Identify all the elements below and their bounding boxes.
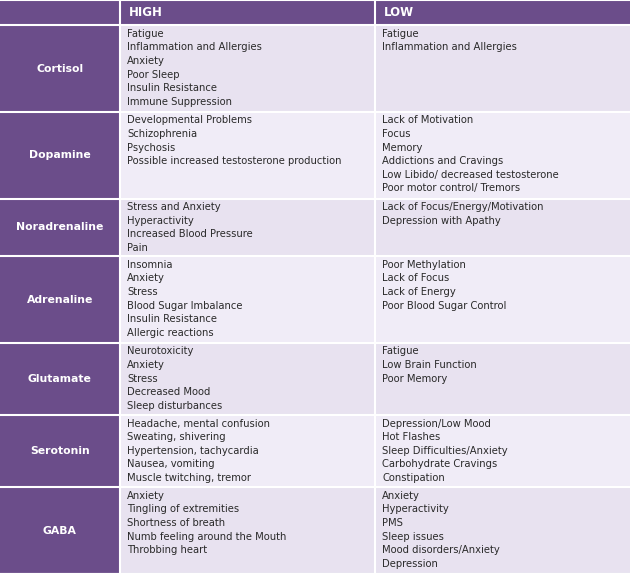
Bar <box>120 0 375 25</box>
Bar <box>375 0 630 25</box>
Bar <box>0 0 120 25</box>
Text: Neurotoxicity
Anxiety
Stress
Decreased Mood
Sleep disturbances: Neurotoxicity Anxiety Stress Decreased M… <box>127 346 222 411</box>
Text: Stress and Anxiety
Hyperactivity
Increased Blood Pressure
Pain: Stress and Anxiety Hyperactivity Increas… <box>127 202 253 253</box>
Bar <box>375 415 630 487</box>
Bar <box>375 25 630 112</box>
Text: Fatigue
Inflammation and Allergies
Anxiety
Poor Sleep
Insulin Resistance
Immune : Fatigue Inflammation and Allergies Anxie… <box>127 29 262 107</box>
Bar <box>120 25 375 112</box>
Text: Cortisol: Cortisol <box>37 64 83 73</box>
Text: Depression/Low Mood
Hot Flashes
Sleep Difficulties/Anxiety
Carbohydrate Cravings: Depression/Low Mood Hot Flashes Sleep Di… <box>382 418 508 483</box>
Bar <box>0 112 120 199</box>
Bar <box>120 487 375 574</box>
Text: Lack of Focus/Energy/Motivation
Depression with Apathy: Lack of Focus/Energy/Motivation Depressi… <box>382 202 544 226</box>
Bar <box>0 415 120 487</box>
Text: Developmental Problems
Schizophrenia
Psychosis
Possible increased testosterone p: Developmental Problems Schizophrenia Psy… <box>127 115 341 166</box>
Bar <box>0 343 120 415</box>
Text: Anxiety
Tingling of extremities
Shortness of breath
Numb feeling around the Mout: Anxiety Tingling of extremities Shortnes… <box>127 491 287 555</box>
Bar <box>0 257 120 343</box>
Text: Fatigue
Low Brain Function
Poor Memory: Fatigue Low Brain Function Poor Memory <box>382 346 477 383</box>
Bar <box>120 415 375 487</box>
Bar <box>0 199 120 257</box>
Bar <box>375 343 630 415</box>
Text: Anxiety
Hyperactivity
PMS
Sleep issues
Mood disorders/Anxiety
Depression: Anxiety Hyperactivity PMS Sleep issues M… <box>382 491 500 569</box>
Text: Poor Methylation
Lack of Focus
Lack of Energy
Poor Blood Sugar Control: Poor Methylation Lack of Focus Lack of E… <box>382 260 507 311</box>
Text: LOW: LOW <box>384 6 415 19</box>
Bar <box>120 199 375 257</box>
Bar <box>375 199 630 257</box>
Text: Dopamine: Dopamine <box>29 150 91 160</box>
Text: Adrenaline: Adrenaline <box>26 294 93 305</box>
Text: Insomnia
Anxiety
Stress
Blood Sugar Imbalance
Insulin Resistance
Allergic reacti: Insomnia Anxiety Stress Blood Sugar Imba… <box>127 260 243 338</box>
Text: GABA: GABA <box>43 526 77 536</box>
Text: Serotonin: Serotonin <box>30 446 89 456</box>
Text: Fatigue
Inflammation and Allergies: Fatigue Inflammation and Allergies <box>382 29 517 52</box>
Bar <box>120 257 375 343</box>
Bar <box>375 112 630 199</box>
Bar <box>120 112 375 199</box>
Text: Headache, mental confusion
Sweating, shivering
Hypertension, tachycardia
Nausea,: Headache, mental confusion Sweating, shi… <box>127 418 270 483</box>
Text: HIGH: HIGH <box>129 6 163 19</box>
Bar <box>0 25 120 112</box>
Text: Lack of Motivation
Focus
Memory
Addictions and Cravings
Low Libido/ decreased te: Lack of Motivation Focus Memory Addictio… <box>382 115 559 193</box>
Bar <box>120 343 375 415</box>
Bar <box>375 487 630 574</box>
Text: Glutamate: Glutamate <box>28 374 92 384</box>
Text: Noradrenaline: Noradrenaline <box>16 222 103 232</box>
Bar <box>0 487 120 574</box>
Bar <box>375 257 630 343</box>
